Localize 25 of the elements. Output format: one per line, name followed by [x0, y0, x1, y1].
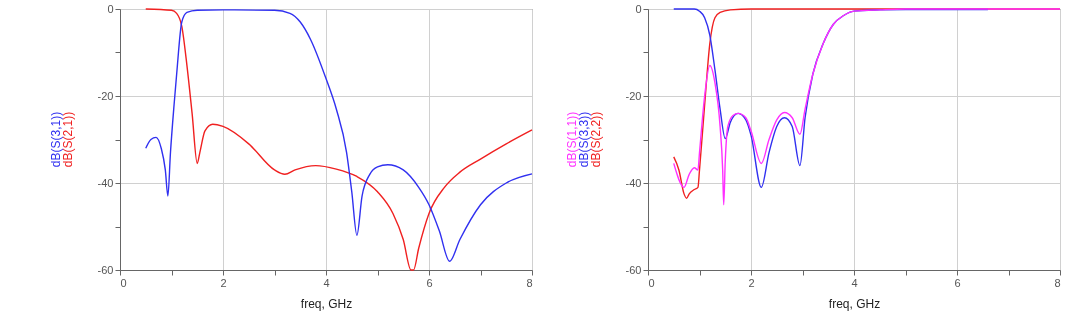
- x-axis-title: freq, GHz: [828, 296, 881, 311]
- x-tick-label: 0: [120, 276, 127, 289]
- y-tick-label: -60: [625, 263, 642, 276]
- x-tick-label: 4: [323, 276, 330, 289]
- text: dB(S(1,1)): [565, 111, 579, 168]
- x-tick-label: 2: [748, 276, 755, 289]
- text: dB(S(2,1)): [61, 111, 75, 168]
- x-tick-label: 2: [220, 276, 227, 289]
- y-tick-label: 0: [635, 2, 642, 15]
- text: dB(S(3,3)): [577, 111, 591, 168]
- text: dB(S(2,2)): [589, 111, 603, 168]
- x-tick-label: 4: [851, 276, 858, 289]
- y-tick-label: -60: [97, 263, 114, 276]
- y-tick-label: 0: [107, 2, 114, 15]
- x-tick-label: 0: [648, 276, 655, 289]
- x-tick-label: 6: [426, 276, 433, 289]
- x-tick-label: 8: [1054, 276, 1061, 289]
- x-axis-title: freq, GHz: [300, 296, 353, 311]
- y-tick-label: -40: [625, 176, 642, 189]
- x-tick-label: 6: [954, 276, 961, 289]
- x-tick-label: 8: [526, 276, 533, 289]
- y-tick-label: -40: [97, 176, 114, 189]
- y-tick-label: -20: [625, 89, 642, 102]
- text: dB(S(3,1)): [49, 111, 63, 168]
- y-tick-label: -20: [97, 89, 114, 102]
